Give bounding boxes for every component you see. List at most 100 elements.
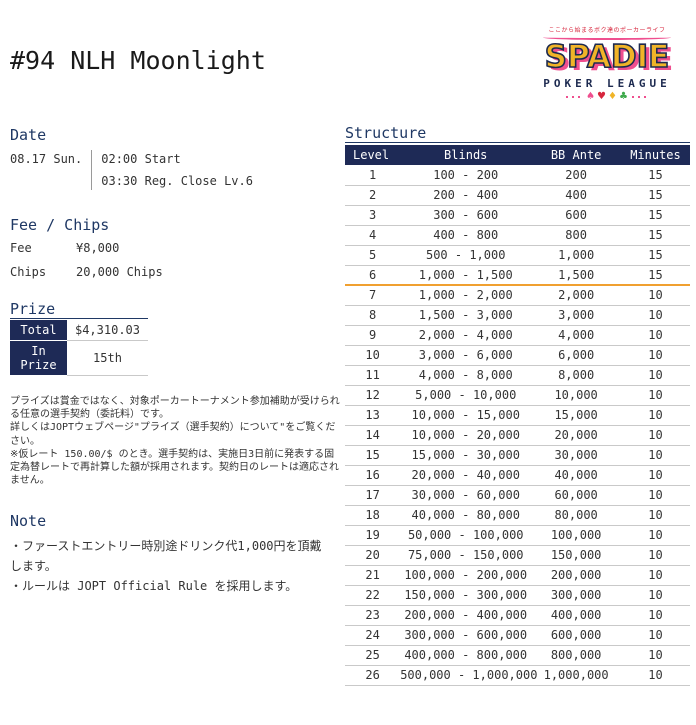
fee-chips-label: Fee xyxy=(10,240,32,255)
structure-cell-minutes: 10 xyxy=(620,385,690,406)
structure-cell-minutes: 10 xyxy=(620,285,690,306)
prize-row: Total $4,310.03 xyxy=(10,320,148,342)
structure-cell-blinds: 75,000 - 150,000 xyxy=(400,545,532,566)
structure-column-header: Level xyxy=(345,145,401,166)
structure-cell-bb_ante: 600,000 xyxy=(531,625,621,646)
structure-cell-blinds: 500 - 1,000 xyxy=(400,245,532,266)
prize-row-value: 15th xyxy=(66,340,148,377)
structure-table: Level Blinds BB Ante Minutes 1 100 - 200 200 1… xyxy=(345,145,690,686)
structure-row: 12 5,000 - 10,000 10,000 10 xyxy=(345,385,690,406)
fee-chips-value: ¥8,000 xyxy=(76,240,120,255)
structure-cell-minutes: 10 xyxy=(620,525,690,546)
structure-cell-minutes: 15 xyxy=(620,165,690,186)
structure-cell-bb_ante: 200 xyxy=(531,165,621,186)
structure-row: 23 200,000 - 400,000 400,000 10 xyxy=(345,605,690,626)
fee-chips-row: Fee ¥8,000 xyxy=(10,241,342,255)
structure-row: 4 400 - 800 800 15 xyxy=(345,225,690,246)
structure-column: Structure Level Blinds BB Ante Minutes 1 100… xyxy=(345,102,690,686)
diamond-suit-icon: ♦ xyxy=(608,90,617,102)
structure-cell-bb_ante: 800,000 xyxy=(531,645,621,666)
fee-chips-label: Chips xyxy=(10,264,47,279)
structure-cell-level: 3 xyxy=(345,205,401,226)
structure-cell-bb_ante: 80,000 xyxy=(531,505,621,526)
structure-row: 8 1,500 - 3,000 3,000 10 xyxy=(345,305,690,326)
structure-cell-blinds: 150,000 - 300,000 xyxy=(400,585,532,606)
structure-cell-blinds: 3,000 - 6,000 xyxy=(400,345,532,366)
structure-cell-level: 4 xyxy=(345,225,401,246)
structure-cell-blinds: 10,000 - 20,000 xyxy=(400,425,532,446)
prize-row-value: $4,310.03 xyxy=(66,320,148,342)
structure-cell-level: 20 xyxy=(345,545,401,566)
structure-cell-level: 24 xyxy=(345,625,401,646)
prize-row: In Prize 15th xyxy=(10,340,148,377)
structure-row: 3 300 - 600 600 15 xyxy=(345,205,690,226)
structure-row: 26 500,000 - 1,000,000 1,000,000 10 xyxy=(345,665,690,686)
structure-cell-minutes: 15 xyxy=(620,265,690,287)
structure-cell-minutes: 10 xyxy=(620,445,690,466)
structure-row: 19 50,000 - 100,000 100,000 10 xyxy=(345,525,690,546)
structure-cell-minutes: 10 xyxy=(620,645,690,666)
logo-tagline: ここから始まるボク達のポーカーライフ xyxy=(548,27,666,34)
structure-column-header: Blinds xyxy=(400,145,532,166)
structure-cell-minutes: 10 xyxy=(620,665,690,686)
structure-cell-bb_ante: 4,000 xyxy=(531,325,621,346)
structure-cell-level: 23 xyxy=(345,605,401,626)
structure-cell-bb_ante: 200,000 xyxy=(531,565,621,586)
spade-suit-icon: ♠ xyxy=(586,90,596,102)
structure-cell-level: 14 xyxy=(345,425,401,446)
structure-cell-level: 22 xyxy=(345,585,401,606)
suit-icons-container: ♠ ♥ ♦ ♣ xyxy=(586,90,628,102)
structure-cell-bb_ante: 10,000 xyxy=(531,385,621,406)
structure-cell-bb_ante: 8,000 xyxy=(531,365,621,386)
structure-row: 20 75,000 - 150,000 150,000 10 xyxy=(345,545,690,566)
date-heading: Date xyxy=(10,125,47,144)
prize-heading: Prize xyxy=(10,301,148,320)
structure-cell-minutes: 10 xyxy=(620,345,690,366)
structure-cell-bb_ante: 2,000 xyxy=(531,285,621,306)
structure-cell-minutes: 15 xyxy=(620,245,690,266)
structure-cell-bb_ante: 400 xyxy=(531,185,621,206)
structure-cell-level: 8 xyxy=(345,305,401,326)
structure-cell-minutes: 10 xyxy=(620,485,690,506)
structure-section: Structure Level Blinds BB Ante Minutes 1 100… xyxy=(345,125,690,686)
structure-cell-bb_ante: 400,000 xyxy=(531,605,621,626)
info-column: Date 08.17 Sun. 02:00 Start 03:30 Reg. C… xyxy=(10,102,342,686)
structure-cell-level: 11 xyxy=(345,365,401,386)
structure-row: 1 100 - 200 200 15 xyxy=(345,165,690,186)
structure-cell-bb_ante: 30,000 xyxy=(531,445,621,466)
prize-row-label: In Prize xyxy=(10,340,67,377)
structure-cell-level: 18 xyxy=(345,505,401,526)
structure-cell-blinds: 40,000 - 80,000 xyxy=(400,505,532,526)
structure-cell-blinds: 10,000 - 15,000 xyxy=(400,405,532,426)
structure-row: 16 20,000 - 40,000 40,000 10 xyxy=(345,465,690,486)
structure-cell-blinds: 50,000 - 100,000 xyxy=(400,525,532,546)
structure-cell-bb_ante: 20,000 xyxy=(531,425,621,446)
spadie-logo: ここから始まるボク達のポーカーライフ SPADIE POKER LEAGUE ♠… xyxy=(528,27,686,102)
structure-cell-bb_ante: 40,000 xyxy=(531,465,621,486)
suit-dots-left xyxy=(566,95,583,98)
note-heading: Note xyxy=(10,512,47,531)
structure-row: 24 300,000 - 600,000 600,000 10 xyxy=(345,625,690,646)
structure-cell-bb_ante: 300,000 xyxy=(531,585,621,606)
structure-table-body: 1 100 - 200 200 15 2 200 - 400 400 15 3 300 - 600… xyxy=(345,165,690,686)
structure-cell-level: 26 xyxy=(345,665,401,686)
structure-cell-level: 21 xyxy=(345,565,401,586)
structure-cell-bb_ante: 3,000 xyxy=(531,305,621,326)
structure-row: 18 40,000 - 80,000 80,000 10 xyxy=(345,505,690,526)
fee-chips-heading: Fee / Chips xyxy=(10,216,110,235)
structure-row: 5 500 - 1,000 1,000 15 xyxy=(345,245,690,266)
structure-row: 21 100,000 - 200,000 200,000 10 xyxy=(345,565,690,586)
structure-column-header: BB Ante xyxy=(531,145,621,166)
note-list: ・ファーストエントリー時別途ドリンク代1,000円を頂戴します。 ・ルールは JO… xyxy=(10,537,328,596)
structure-cell-level: 19 xyxy=(345,525,401,546)
note-item: ・ルールは JOPT Official Rule を採用します。 xyxy=(10,578,298,593)
structure-heading: Structure xyxy=(345,125,690,144)
logo-swoosh-decoration xyxy=(543,35,671,40)
structure-row: 13 10,000 - 15,000 15,000 10 xyxy=(345,405,690,426)
fee-chips-value: 20,000 Chips xyxy=(76,264,163,279)
structure-row: 10 3,000 - 6,000 6,000 10 xyxy=(345,345,690,366)
logo-subtitle: POKER LEAGUE xyxy=(543,76,671,90)
structure-cell-blinds: 1,000 - 1,500 xyxy=(400,265,532,287)
content-columns: Date 08.17 Sun. 02:00 Start 03:30 Reg. C… xyxy=(0,102,696,686)
club-suit-icon: ♣ xyxy=(618,90,628,102)
